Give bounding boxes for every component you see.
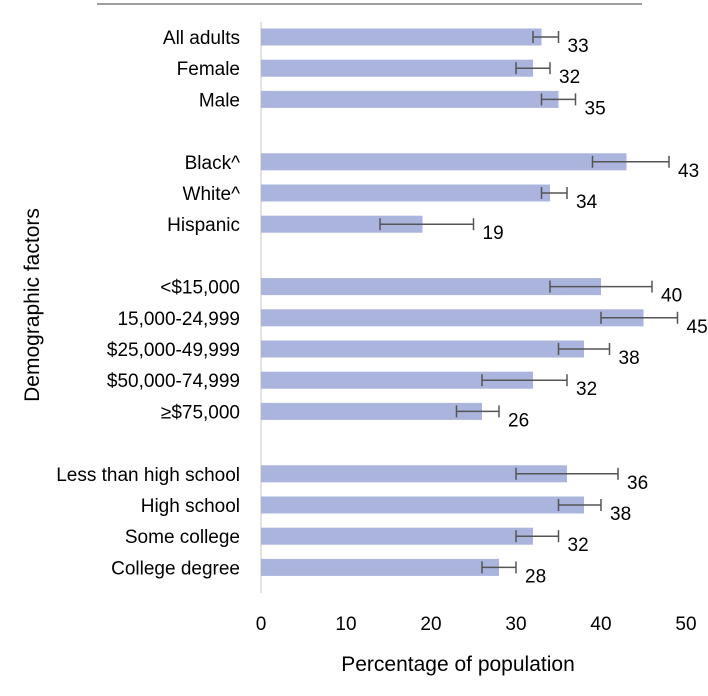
bar (261, 153, 627, 171)
bar (261, 278, 601, 296)
data-label: 32 (576, 379, 597, 400)
category-label: Some college (125, 527, 240, 548)
bar (261, 402, 482, 420)
bar (261, 59, 533, 77)
bar (261, 184, 550, 202)
category-label: $25,000-49,999 (107, 340, 240, 361)
bar (261, 527, 533, 545)
category-label: All adults (163, 28, 240, 49)
bar (261, 465, 567, 483)
x-tick-label: 30 (505, 614, 526, 635)
category-label: White^ (183, 184, 241, 205)
data-label: 28 (525, 566, 546, 587)
bar (261, 340, 584, 358)
category-label: Black^ (185, 153, 240, 174)
x-axis-title: Percentage of population (341, 653, 575, 676)
category-label: ≥$75,000 (161, 402, 240, 423)
category-label: $50,000-74,999 (107, 371, 240, 392)
bar (261, 371, 533, 389)
data-label: 19 (483, 223, 504, 244)
data-label: 38 (610, 504, 631, 525)
bar (261, 90, 559, 108)
data-label: 35 (585, 98, 606, 119)
category-label: College degree (111, 558, 240, 579)
bar (261, 496, 584, 514)
x-tick-label: 10 (335, 614, 356, 635)
category-label: Less than high school (56, 465, 240, 486)
data-label: 32 (568, 535, 589, 556)
bar (261, 558, 499, 576)
plot-area: All adults 33 Female 32 Male 35 Black^ 43 White^… (56, 22, 708, 635)
category-label: Male (199, 90, 240, 111)
bar (261, 28, 542, 46)
x-tick-label: 20 (420, 614, 441, 635)
data-label: 45 (687, 317, 708, 338)
y-axis-title: Demographic factors (21, 208, 44, 402)
data-label: 38 (619, 348, 640, 369)
category-label: 15,000-24,999 (117, 309, 240, 330)
x-tick-label: 40 (590, 614, 611, 635)
data-label: 36 (627, 473, 648, 494)
category-label: Female (177, 59, 240, 80)
data-label: 32 (559, 67, 580, 88)
data-label: 33 (568, 36, 589, 57)
bar (261, 215, 423, 233)
x-tick-label: 50 (675, 614, 696, 635)
data-label: 34 (576, 192, 598, 213)
data-label: 43 (678, 161, 699, 182)
data-label: 40 (661, 286, 682, 307)
category-label: <$15,000 (160, 278, 240, 299)
category-label: Hispanic (167, 215, 240, 236)
x-tick-label: 0 (256, 614, 267, 635)
category-label: High school (141, 496, 240, 517)
bar (261, 309, 644, 327)
data-label: 26 (508, 410, 529, 431)
